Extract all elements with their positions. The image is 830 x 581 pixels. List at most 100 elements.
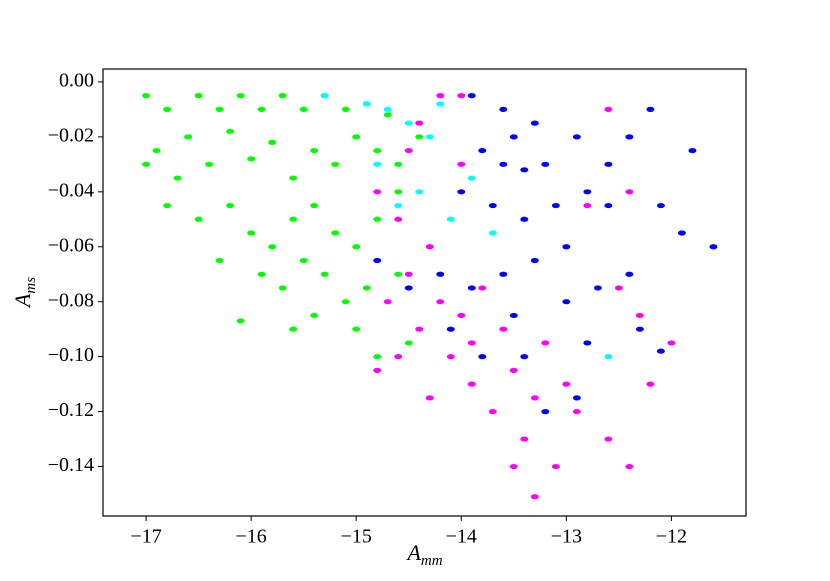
point — [383, 299, 392, 305]
point — [499, 326, 508, 332]
point — [499, 106, 508, 112]
point — [604, 436, 613, 442]
x-tick-label: −14 — [446, 526, 477, 548]
point — [509, 134, 518, 140]
point — [394, 189, 403, 195]
point — [373, 367, 382, 373]
point — [436, 299, 445, 305]
point — [457, 189, 466, 195]
point — [509, 463, 518, 470]
point — [278, 93, 287, 99]
point — [142, 161, 151, 167]
point — [478, 147, 487, 154]
point — [184, 134, 193, 140]
point — [362, 101, 371, 107]
point — [310, 202, 319, 209]
x-tick-label: −13 — [551, 526, 582, 548]
point — [425, 244, 434, 250]
point — [467, 93, 476, 99]
point — [541, 408, 550, 415]
point — [352, 326, 361, 332]
point — [226, 128, 235, 134]
point — [446, 326, 455, 332]
point — [299, 106, 308, 112]
point — [572, 395, 581, 401]
point — [289, 326, 298, 332]
point — [320, 271, 329, 277]
x-label-base: A — [405, 540, 421, 565]
point — [656, 202, 665, 209]
y-label-sub: ms — [23, 277, 39, 294]
point — [446, 354, 455, 360]
point — [467, 175, 476, 181]
point — [488, 202, 497, 209]
point — [299, 257, 308, 264]
point — [541, 161, 550, 167]
point — [625, 189, 634, 195]
point — [373, 161, 382, 167]
point — [646, 106, 655, 112]
point — [709, 244, 718, 250]
point — [604, 106, 613, 112]
point — [173, 175, 182, 181]
point — [457, 312, 466, 319]
point — [478, 285, 487, 291]
point — [520, 167, 529, 173]
point — [499, 161, 508, 167]
point — [614, 285, 623, 291]
point — [583, 189, 592, 195]
point — [247, 156, 256, 162]
point — [310, 147, 319, 154]
x-axis-label: Amm — [405, 540, 442, 569]
point — [604, 161, 613, 167]
point — [226, 202, 235, 209]
point — [215, 106, 224, 112]
point — [625, 463, 634, 470]
point — [352, 134, 361, 140]
point — [394, 271, 403, 277]
x-tick-label: −17 — [130, 526, 161, 548]
point — [394, 216, 403, 222]
point — [152, 147, 161, 154]
point — [415, 326, 424, 332]
point — [404, 147, 413, 154]
point — [373, 147, 382, 154]
point — [572, 134, 581, 140]
point — [509, 367, 518, 373]
x-tick-label: −12 — [656, 526, 687, 548]
point — [383, 112, 392, 118]
y-tick-label: −0.02 — [48, 124, 94, 146]
point — [215, 257, 224, 264]
point — [646, 381, 655, 387]
point — [415, 134, 424, 140]
point — [341, 106, 350, 112]
point — [562, 299, 571, 305]
point — [415, 120, 424, 126]
y-tick-label: −0.06 — [48, 234, 94, 256]
point — [383, 106, 392, 112]
point — [688, 147, 697, 154]
point — [625, 271, 634, 277]
point — [436, 271, 445, 277]
point — [635, 312, 644, 319]
point — [541, 340, 550, 346]
point — [499, 271, 508, 277]
point — [415, 189, 424, 195]
y-axis-label: Ams — [10, 277, 39, 309]
point — [656, 348, 665, 354]
point — [530, 494, 539, 500]
point — [520, 216, 529, 222]
point — [236, 93, 245, 99]
y-tick-label: −0.10 — [48, 344, 94, 366]
point — [247, 230, 256, 236]
point — [530, 257, 539, 264]
point — [562, 381, 571, 387]
point — [310, 312, 319, 319]
point — [488, 230, 497, 236]
point — [551, 463, 560, 470]
point — [478, 354, 487, 360]
point — [394, 202, 403, 209]
point — [425, 395, 434, 401]
